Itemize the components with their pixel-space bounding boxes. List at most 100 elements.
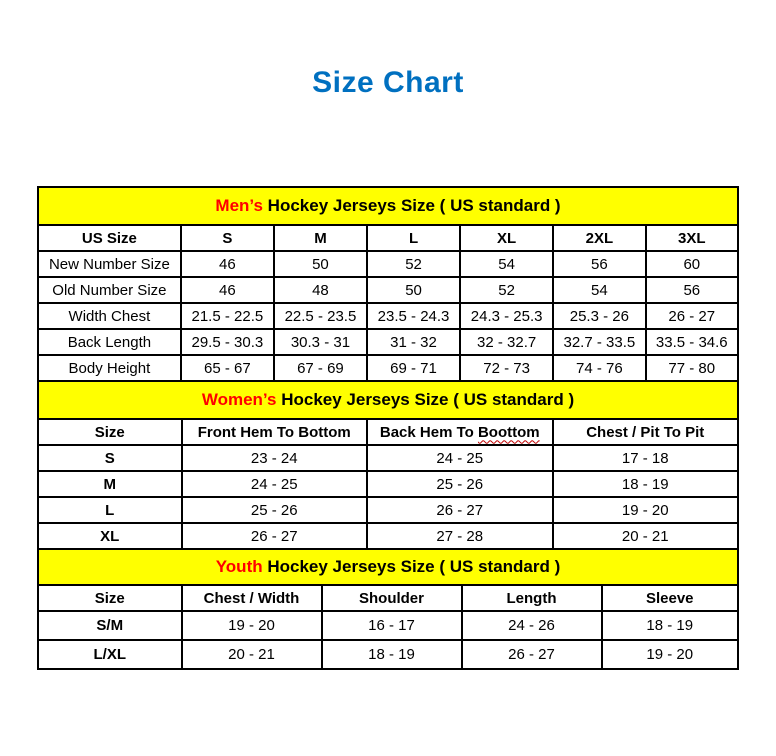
- mens-cell: 22.5 - 23.5: [272, 302, 368, 330]
- mens-row: Body Height 65 - 67 67 - 69 69 - 71 72 - 73 7…: [37, 354, 740, 382]
- youth-header-text: Hockey Jerseys Size ( US standard ): [262, 557, 561, 576]
- womens-header-row: Size Front Hem To Bottom Back Hem To Boott…: [37, 418, 739, 446]
- womens-cell: 25 - 26: [180, 496, 368, 524]
- youth-cell: 26 - 27: [460, 639, 603, 670]
- mens-cell: 72 - 73: [459, 354, 555, 382]
- mens-cell: 69 - 71: [365, 354, 462, 382]
- mens-cell: 52: [365, 250, 462, 278]
- womens-row-label: S: [37, 444, 183, 472]
- mens-row-label: Width Chest: [37, 302, 182, 330]
- mens-header-row: US Size S M L XL 2XL 3XL: [37, 224, 740, 252]
- mens-cell: 77 - 80: [644, 354, 740, 382]
- womens-row: L 25 - 26 26 - 27 19 - 20: [37, 496, 739, 524]
- mens-cell: 21.5 - 22.5: [179, 302, 275, 330]
- youth-col-header: Shoulder: [320, 584, 463, 612]
- youth-cell: 16 - 17: [320, 610, 463, 641]
- womens-cell: 18 - 19: [551, 470, 739, 498]
- mens-cell: 33.5 - 34.6: [644, 328, 740, 356]
- youth-cell: 19 - 20: [600, 639, 739, 670]
- youth-header-row: Size Chest / Width Shoulder Length Sleeve: [37, 584, 739, 612]
- womens-col-header: Size: [37, 418, 183, 446]
- mens-cell: 50: [365, 276, 462, 304]
- mens-row-label: Old Number Size: [37, 276, 182, 304]
- womens-row: XL 26 - 27 27 - 28 20 - 21: [37, 522, 739, 550]
- womens-section: Women’s Hockey Jerseys Size ( US standar…: [37, 380, 739, 550]
- youth-col-header: Length: [460, 584, 603, 612]
- mens-accent-text: Men’s: [215, 196, 263, 215]
- mens-row: Width Chest 21.5 - 22.5 22.5 - 23.5 23.5 - …: [37, 302, 740, 330]
- mens-cell: 60: [644, 250, 740, 278]
- mens-cell: 24.3 - 25.3: [459, 302, 555, 330]
- mens-row-label: Back Length: [37, 328, 182, 356]
- misspelled-word: Boottom: [477, 423, 540, 441]
- womens-col-header: Back Hem To Boottom: [366, 418, 554, 446]
- mens-col-header: M: [272, 224, 368, 252]
- youth-cell: 20 - 21: [180, 639, 323, 670]
- mens-cell: 54: [552, 276, 647, 304]
- mens-row: New Number Size 46 50 52 54 56 60: [37, 250, 740, 278]
- mens-cell: 26 - 27: [644, 302, 740, 330]
- mens-cell: 29.5 - 30.3: [179, 328, 275, 356]
- mens-cell: 67 - 69: [272, 354, 368, 382]
- mens-cell: 25.3 - 26: [552, 302, 647, 330]
- mens-row: Old Number Size 46 48 50 52 54 56: [37, 276, 740, 304]
- mens-section: Men’s Hockey Jerseys Size ( US standard …: [37, 186, 740, 382]
- mens-cell: 50: [272, 250, 368, 278]
- mens-cell: 56: [644, 276, 740, 304]
- mens-header-text: Hockey Jerseys Size ( US standard ): [262, 196, 561, 215]
- womens-col-header: Front Hem To Bottom: [180, 418, 368, 446]
- womens-row-label: XL: [37, 522, 183, 550]
- mens-cell: 23.5 - 24.3: [365, 302, 462, 330]
- womens-section-header: Women’s Hockey Jerseys Size ( US standar…: [37, 380, 739, 420]
- mens-size-table: US Size S M L XL 2XL 3XL New Number Size 46 50 52 5…: [37, 224, 740, 382]
- mens-col-header: 2XL: [552, 224, 647, 252]
- size-chart-tables: Men’s Hockey Jerseys Size ( US standard …: [37, 186, 740, 670]
- womens-size-table: Size Front Hem To Bottom Back Hem To Boott…: [37, 418, 739, 550]
- youth-accent-text: Youth: [215, 557, 263, 576]
- mens-cell: 30.3 - 31: [272, 328, 368, 356]
- womens-cell: 26 - 27: [366, 496, 554, 524]
- mens-col-header: XL: [459, 224, 555, 252]
- mens-cell: 74 - 76: [552, 354, 647, 382]
- mens-row: Back Length 29.5 - 30.3 30.3 - 31 31 - 32 32…: [37, 328, 740, 356]
- womens-cell: 24 - 25: [366, 444, 554, 472]
- mens-col-header: L: [365, 224, 462, 252]
- mens-cell: 46: [179, 250, 275, 278]
- mens-cell: 32.7 - 33.5: [552, 328, 647, 356]
- youth-row: L/XL 20 - 21 18 - 19 26 - 27 19 - 20: [37, 639, 739, 670]
- mens-cell: 46: [179, 276, 275, 304]
- mens-cell: 56: [552, 250, 647, 278]
- mens-cell: 65 - 67: [179, 354, 275, 382]
- youth-col-header: Sleeve: [600, 584, 739, 612]
- womens-cell: 27 - 28: [366, 522, 554, 550]
- mens-row-label: New Number Size: [37, 250, 182, 278]
- womens-row: S 23 - 24 24 - 25 17 - 18: [37, 444, 739, 472]
- mens-cell: 48: [272, 276, 368, 304]
- youth-cell: 19 - 20: [180, 610, 323, 641]
- youth-row-label: L/XL: [37, 639, 183, 670]
- mens-col-header: S: [179, 224, 275, 252]
- youth-cell: 18 - 19: [600, 610, 739, 641]
- womens-col-header: Chest / Pit To Pit: [551, 418, 739, 446]
- page-title: Size Chart: [312, 66, 464, 99]
- womens-cell: 25 - 26: [366, 470, 554, 498]
- youth-cell: 18 - 19: [320, 639, 463, 670]
- mens-cell: 54: [459, 250, 555, 278]
- youth-size-table: Size Chest / Width Shoulder Length Sleeve S/M…: [37, 584, 739, 670]
- youth-col-header: Size: [37, 584, 183, 612]
- youth-row-label: S/M: [37, 610, 183, 641]
- womens-accent-text: Women’s: [201, 390, 277, 409]
- youth-section-header: Youth Hockey Jerseys Size ( US standard …: [37, 548, 739, 586]
- womens-cell: 17 - 18: [551, 444, 739, 472]
- womens-cell: 23 - 24: [180, 444, 368, 472]
- mens-cell: 31 - 32: [365, 328, 462, 356]
- mens-col-header: US Size: [37, 224, 182, 252]
- youth-row: S/M 19 - 20 16 - 17 24 - 26 18 - 19: [37, 610, 739, 641]
- mens-section-header: Men’s Hockey Jerseys Size ( US standard …: [37, 186, 739, 226]
- womens-cell: 20 - 21: [551, 522, 739, 550]
- size-chart-document: Size Chart Men’s Hockey Jerseys Size ( U…: [0, 64, 776, 670]
- womens-row-label: M: [37, 470, 183, 498]
- womens-cell: 19 - 20: [551, 496, 739, 524]
- womens-cell: 24 - 25: [180, 470, 368, 498]
- womens-row: M 24 - 25 25 - 26 18 - 19: [37, 470, 739, 498]
